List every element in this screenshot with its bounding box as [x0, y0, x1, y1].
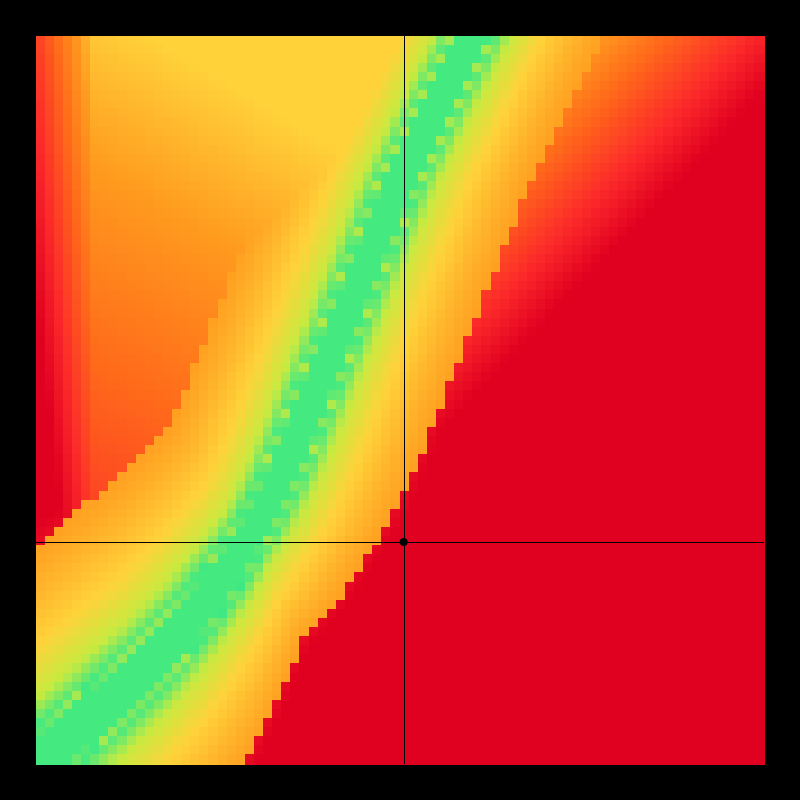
chart-container: TheBottleneck.com	[0, 0, 800, 800]
overlay-canvas	[0, 0, 800, 800]
